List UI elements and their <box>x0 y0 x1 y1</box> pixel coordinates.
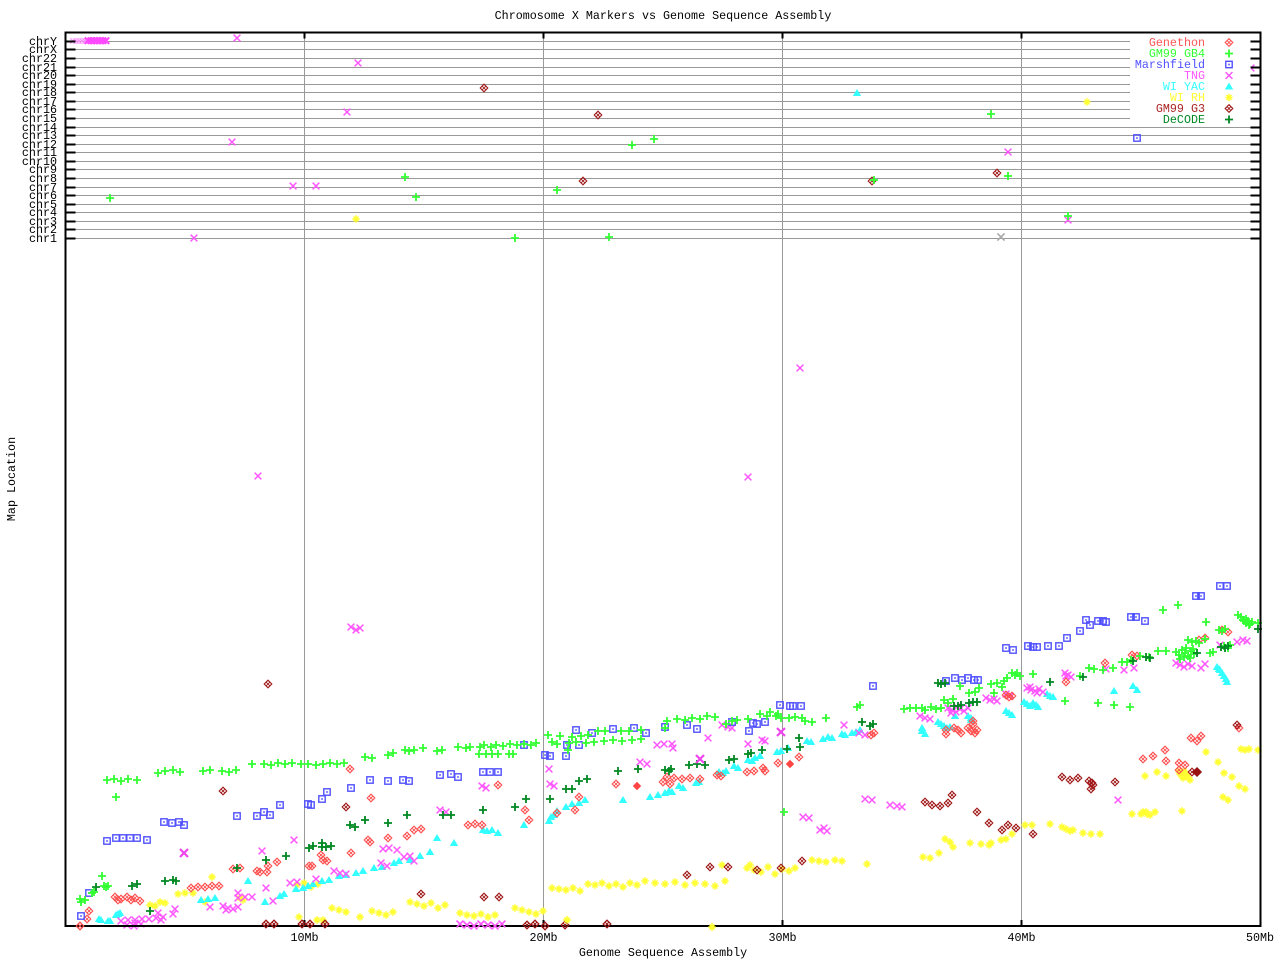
svg-text:WI RH: WI RH <box>1170 91 1205 105</box>
svg-text:chr3: chr3 <box>29 215 57 229</box>
svg-text:chr9: chr9 <box>29 163 57 177</box>
svg-text:Map Location: Map Location <box>5 437 19 521</box>
svg-text:chr5: chr5 <box>29 198 57 212</box>
svg-text:Genome Sequence Assembly: Genome Sequence Assembly <box>579 946 747 960</box>
svg-text:chr14: chr14 <box>22 121 57 135</box>
svg-text:20Mb: 20Mb <box>529 931 557 945</box>
svg-text:chr19: chr19 <box>22 78 57 92</box>
svg-text:DeCODE: DeCODE <box>1163 113 1205 127</box>
svg-text:chr17: chr17 <box>22 95 57 109</box>
svg-text:chr12: chr12 <box>22 138 57 152</box>
svg-text:chr7: chr7 <box>29 181 57 195</box>
svg-text:chr15: chr15 <box>22 112 57 126</box>
svg-text:WI YAC: WI YAC <box>1163 80 1205 94</box>
svg-text:chr4: chr4 <box>29 206 57 220</box>
svg-text:GM99 G3: GM99 G3 <box>1156 102 1205 116</box>
svg-text:Genethon: Genethon <box>1149 36 1205 50</box>
svg-text:chr22: chr22 <box>22 52 57 66</box>
svg-text:GM99 GB4: GM99 GB4 <box>1149 47 1205 61</box>
svg-text:chrX: chrX <box>29 43 57 57</box>
svg-text:chr8: chr8 <box>29 172 57 186</box>
svg-text:chr11: chr11 <box>22 146 57 160</box>
svg-text:40Mb: 40Mb <box>1007 931 1035 945</box>
svg-text:50Mb: 50Mb <box>1246 931 1274 945</box>
svg-text:chr10: chr10 <box>22 155 57 169</box>
svg-text:chr2: chr2 <box>29 223 57 237</box>
svg-text:chr18: chr18 <box>22 86 57 100</box>
svg-text:chr13: chr13 <box>22 129 57 143</box>
svg-text:chrY: chrY <box>29 35 57 49</box>
svg-text:chr21: chr21 <box>22 61 57 75</box>
svg-text:TNG: TNG <box>1184 69 1205 83</box>
svg-text:chr6: chr6 <box>29 189 57 203</box>
svg-text:Chromosome X Markers vs Genome: Chromosome X Markers vs Genome Sequence … <box>495 9 832 23</box>
svg-text:chr16: chr16 <box>22 103 57 117</box>
svg-text:chr20: chr20 <box>22 69 57 83</box>
svg-text:chr1: chr1 <box>29 232 57 246</box>
svg-text:30Mb: 30Mb <box>768 931 796 945</box>
svg-text:Marshfield: Marshfield <box>1135 58 1205 72</box>
svg-text:10Mb: 10Mb <box>290 931 318 945</box>
